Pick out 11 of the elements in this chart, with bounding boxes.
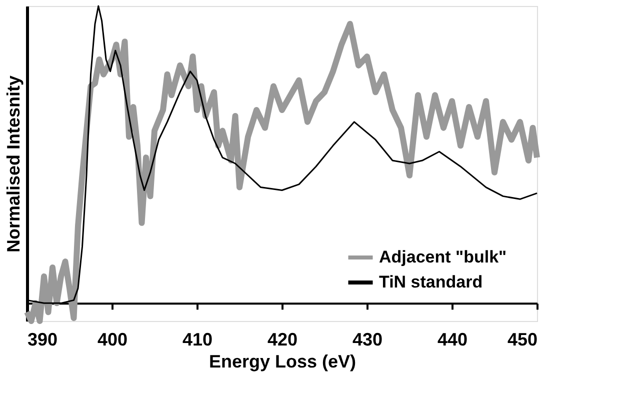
x-axis-title: Energy Loss (eV): [208, 352, 356, 372]
x-tick-label: 430: [352, 330, 383, 350]
x-tick-label: 400: [97, 330, 128, 350]
x-tick-label: 410: [182, 330, 213, 350]
x-tick-label: 440: [437, 330, 468, 350]
x-tick-label: 390: [28, 330, 58, 350]
y-axis-title: Normalised Intesnity: [4, 75, 24, 253]
legend-label: TiN standard: [379, 272, 483, 292]
x-tick-label: 450: [507, 330, 538, 350]
legend-label: Adjacent "bulk": [379, 248, 507, 266]
x-tick-label: 420: [267, 330, 298, 350]
